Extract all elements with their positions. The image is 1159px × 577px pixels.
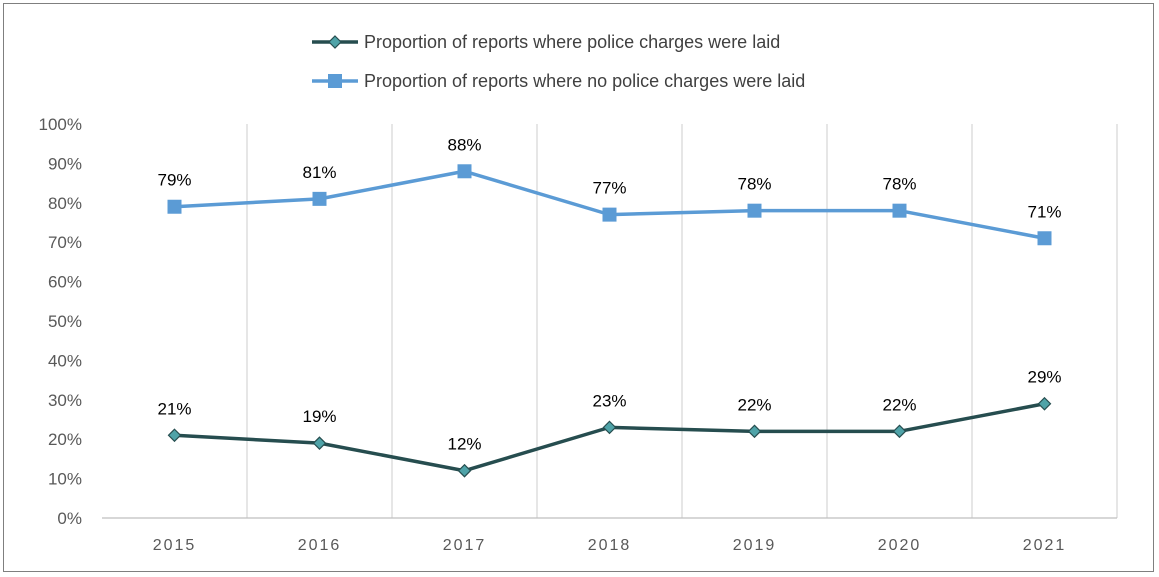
- data-point-diamond: [457, 463, 472, 478]
- y-tick-label: 10%: [48, 470, 82, 489]
- x-tick-label: 2017: [443, 537, 487, 554]
- legend: Proportion of reports where police charg…: [312, 32, 805, 91]
- x-tick-label: 2020: [878, 537, 922, 554]
- y-tick-label: 80%: [48, 194, 82, 213]
- y-axis: 0% 10% 20% 30% 40% 50% 60% 70% 80% 90% 100%: [39, 115, 82, 528]
- data-label: 19%: [302, 407, 336, 426]
- data-point-diamond: [602, 420, 617, 435]
- data-label: 71%: [1027, 202, 1061, 221]
- data-label: 88%: [447, 135, 481, 154]
- x-tick-label: 2019: [733, 537, 777, 554]
- y-tick-label: 70%: [48, 233, 82, 252]
- y-tick-label: 0%: [57, 509, 82, 528]
- data-point-square: [167, 199, 182, 214]
- data-point-square: [1037, 231, 1052, 246]
- legend-label: Proportion of reports where no police ch…: [364, 71, 805, 91]
- data-label: 21%: [157, 399, 191, 418]
- y-tick-label: 90%: [48, 154, 82, 173]
- data-label: 22%: [737, 395, 771, 414]
- data-point-diamond: [167, 428, 182, 443]
- data-point-square: [312, 191, 327, 206]
- x-tick-label: 2018: [588, 537, 632, 554]
- x-axis: 2015 2016 2017 2018 2019 2020 2021: [153, 537, 1067, 554]
- legend-label: Proportion of reports where police charg…: [364, 32, 780, 52]
- x-tick-label: 2021: [1023, 537, 1067, 554]
- data-point-diamond: [1037, 396, 1052, 411]
- y-tick-label: 50%: [48, 312, 82, 331]
- legend-diamond-icon: [328, 35, 342, 49]
- legend-square-icon: [328, 74, 342, 88]
- data-label: 23%: [592, 391, 626, 410]
- data-label: 81%: [302, 163, 336, 182]
- data-label: 78%: [737, 175, 771, 194]
- x-tick-label: 2015: [153, 537, 197, 554]
- data-point-diamond: [747, 424, 762, 439]
- data-point-diamond: [312, 436, 327, 450]
- y-tick-label: 100%: [39, 115, 82, 134]
- y-tick-label: 30%: [48, 391, 82, 410]
- data-label: 78%: [882, 175, 916, 194]
- series-group: 21% 19% 12% 23% 22% 22% 29% 79% 81% 88% 77% 78% 78% 7…: [157, 135, 1062, 478]
- data-point-square: [892, 203, 907, 218]
- gridlines: [102, 124, 1118, 519]
- chart-frame: [3, 3, 1154, 572]
- y-tick-label: 20%: [48, 430, 82, 449]
- data-label: 29%: [1027, 368, 1061, 387]
- data-label: 12%: [447, 435, 481, 454]
- data-point-square: [602, 207, 617, 222]
- data-label: 79%: [157, 171, 191, 190]
- data-point-square: [457, 164, 472, 179]
- y-tick-label: 40%: [48, 351, 82, 370]
- data-label: 22%: [882, 395, 916, 414]
- y-tick-label: 60%: [48, 273, 82, 292]
- data-point-square: [747, 203, 762, 218]
- data-label: 77%: [592, 179, 626, 198]
- data-point-diamond: [892, 424, 907, 439]
- x-tick-label: 2016: [298, 537, 342, 554]
